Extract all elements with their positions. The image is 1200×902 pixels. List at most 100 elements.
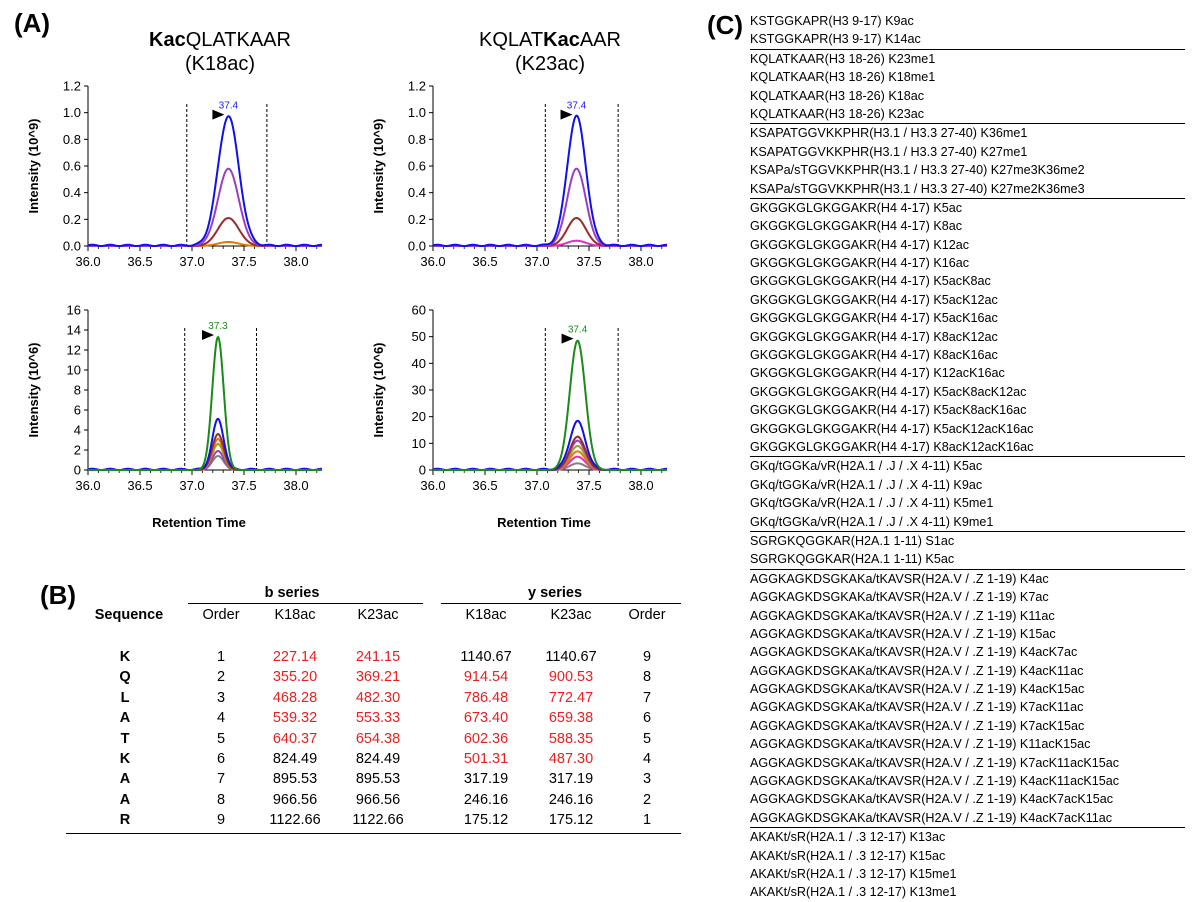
- y-tick-label: 10: [67, 363, 81, 378]
- table-residue: A: [119, 791, 131, 808]
- b-series-rule: [188, 603, 423, 604]
- x-tick-label: 37.0: [179, 478, 204, 493]
- x-tick-label: 37.5: [231, 254, 256, 269]
- peptide-group: SGRGKQGGKAR(H2A.1 1-11) S1ac SGRGKQGGKAR(…: [750, 532, 1185, 570]
- peptide-item: GKGGKGLGKGGAKR(H4 4-17) K5acK12acK16ac: [750, 421, 1034, 436]
- x-tick-label: 36.5: [127, 254, 152, 269]
- x-tick-label: 38.0: [283, 254, 308, 269]
- table-cell-b23: 895.53: [355, 771, 401, 788]
- peak-marker: [212, 109, 225, 120]
- table-cell-b18: 1122.66: [269, 812, 321, 829]
- peptide-group: GKq/tGGKa/vR(H2A.1 / .J / .X 4-11) K5ac G…: [750, 457, 1185, 532]
- x-tick-label: 36.0: [75, 478, 100, 493]
- table-cell-b18: 539.32: [272, 710, 318, 727]
- x-tick-label: 37.0: [524, 478, 549, 493]
- peptide-item: AGGKAGKDSGKAKa/tKAVSR(H2A.V / .Z 1-19) K…: [750, 608, 1055, 623]
- peptide-group: GKGGKGLGKGGAKR(H4 4-17) K5ac GKGGKGLGKGGA…: [750, 199, 1185, 458]
- y-tick-label: 8: [74, 383, 81, 398]
- table-residue: T: [120, 730, 130, 747]
- peptide-item: GKGGKGLGKGGAKR(H4 4-17) K5ac: [750, 200, 963, 215]
- peptide-item: GKGGKGLGKGGAKR(H4 4-17) K8ac: [750, 219, 963, 234]
- y-tick-label: 14: [67, 323, 81, 338]
- peptide-item: SGRGKQGGKAR(H2A.1 1-11) S1ac: [750, 533, 955, 548]
- y-tick-label: 1.0: [408, 105, 426, 120]
- table-residue: K: [119, 649, 131, 665]
- peptide-item: SGRGKQGGKAR(H2A.1 1-11) K5ac: [750, 552, 955, 567]
- peptide-item: AGGKAGKDSGKAKa/tKAVSR(H2A.V / .Z 1-19) K…: [750, 682, 1085, 697]
- table-cell-yo: 4: [642, 751, 652, 767]
- x-tick-label: 37.0: [179, 254, 204, 269]
- x-tick-label: 36.0: [420, 478, 445, 493]
- y-tick-label: 0.6: [63, 159, 81, 174]
- y-tick-label: 12: [67, 343, 81, 358]
- peptide-item: AGGKAGKDSGKAKa/tKAVSR(H2A.V / .Z 1-19) K…: [750, 700, 1084, 715]
- table-cell-b23: 966.56: [355, 791, 401, 808]
- peptide-item: AGGKAGKDSGKAKa/tKAVSR(H2A.V / .Z 1-19) K…: [750, 663, 1084, 678]
- y-tick-label: 40: [412, 356, 426, 371]
- y-tick-label: 2: [74, 443, 81, 458]
- table-cell-yo: 6: [642, 710, 652, 727]
- table-cell-b23: 553.33: [355, 710, 401, 727]
- title-bold: Kac: [543, 29, 580, 51]
- series-line-blue: [87, 115, 323, 248]
- title-rest: QLATKAAR: [185, 29, 291, 51]
- table-cell-b18: 895.53: [272, 771, 318, 788]
- table-cell-b18: 227.14: [272, 649, 318, 665]
- x-tick-label: 36.0: [420, 254, 445, 269]
- table-cell-bo: 9: [216, 812, 226, 829]
- peptide-item: AGGKAGKDSGKAKa/tKAVSR(H2A.V / .Z 1-19) K…: [750, 737, 1091, 752]
- chromatogram-k23ac-bottom: 0 10 20 30 40 50 60 36.0 36.5 37.0 37.5 38.0 Intensi…: [371, 303, 668, 530]
- table-cell-b23: 824.49: [355, 751, 401, 767]
- x-tick-label: 36.0: [75, 254, 100, 269]
- y-tick-label: 50: [412, 329, 426, 344]
- peptide-item: AGGKAGKDSGKAKa/tKAVSR(H2A.V / .Z 1-19) K…: [750, 571, 1049, 586]
- peptide-item: AGGKAGKDSGKAKa/tKAVSR(H2A.V / .Z 1-19) K…: [750, 590, 1049, 605]
- table-cell-bo: 5: [216, 730, 226, 747]
- y-tick-label: 0.4: [408, 185, 426, 200]
- y-tick-label: 0.6: [408, 159, 426, 174]
- table-cell-b18: 966.56: [272, 791, 318, 808]
- y-axis-label: Intensity (10^6): [26, 342, 41, 437]
- title-sub: (K23ac): [514, 53, 586, 75]
- y-tick-label: 0.0: [63, 239, 81, 254]
- table-cell-y23: 900.53: [548, 669, 594, 686]
- y-tick-label: 0.2: [408, 212, 426, 227]
- y-tick-label: 1.2: [408, 79, 426, 94]
- table-cell-y23: 659.38: [548, 710, 594, 727]
- table-cell-bo: 4: [216, 710, 226, 727]
- table-cell-bo: 8: [216, 791, 226, 808]
- table-cell-y18: 175.12: [463, 812, 509, 829]
- title-sub: (K18ac): [184, 53, 256, 75]
- table-cell-y23: 246.16: [548, 791, 594, 808]
- peptide-item: KQLATKAAR(H3 18-26) K23me1: [750, 51, 936, 66]
- table-cell-yo: 7: [642, 689, 652, 706]
- y-tick-label: 0.2: [63, 212, 81, 227]
- table-cell-y18: 317.19: [463, 771, 509, 788]
- x-tick-label: 38.0: [628, 478, 653, 493]
- peptide-group: AGGKAGKDSGKAKa/tKAVSR(H2A.V / .Z 1-19) K…: [750, 570, 1185, 829]
- table-cell-bo: 7: [216, 771, 226, 788]
- peptide-item: AKAKt/sR(H2A.1 / .3 12-17) K15me1: [750, 866, 957, 881]
- table-cell-b23: 241.15: [355, 649, 401, 665]
- table-cell-b18: 355.20: [272, 669, 318, 686]
- peak-rt-label: 37.3: [208, 321, 228, 332]
- peptide-group: AKAKt/sR(H2A.1 / .3 12-17) K13ac AKAKt/sR…: [750, 828, 1185, 902]
- panel-a-label: (A): [14, 8, 51, 38]
- peptide-item: GKGGKGLGKGGAKR(H4 4-17) K5acK8acK16ac: [750, 403, 1027, 418]
- col-k23ac-b: K23ac: [357, 607, 399, 623]
- peptide-item: KSAPATGGVKKPHR(H3.1 / H3.3 27-40) K27me1: [750, 144, 1028, 159]
- peptide-item: GKGGKGLGKGGAKR(H4 4-17) K5acK12ac: [750, 292, 998, 307]
- col-k18ac-y: K18ac: [465, 607, 507, 623]
- peak-rt-label: 37.4: [568, 325, 588, 336]
- peptide-group: KSAPATGGVKKPHR(H3.1 / H3.3 27-40) K36me1…: [750, 124, 1185, 199]
- table-cell-yo: 9: [642, 649, 652, 665]
- peak-rt-label: 37.4: [219, 101, 239, 112]
- chromatogram-k18ac-bottom: 0 2 4 6 8 10 12 14 16 36.0 36.5 37.0 37.5 38.0 Intensi…: [26, 303, 323, 530]
- peak-rt-label: 37.4: [567, 101, 587, 112]
- table-cell-y18: 914.54: [463, 669, 509, 686]
- peptide-item: GKGGKGLGKGGAKR(H4 4-17) K16ac: [750, 256, 970, 271]
- x-tick-label: 37.0: [524, 254, 549, 269]
- y-axis-label: Intensity (10^9): [371, 118, 386, 213]
- table-cell-y23: 487.30: [548, 751, 594, 767]
- x-tick-label: 36.5: [472, 478, 497, 493]
